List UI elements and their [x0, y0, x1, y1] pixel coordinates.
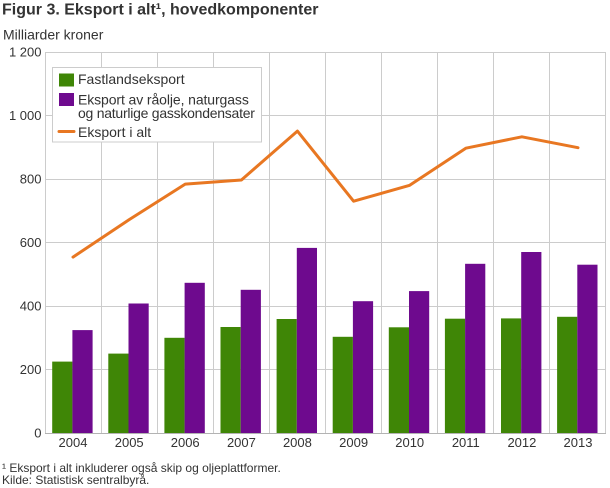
- svg-text:400: 400: [20, 299, 42, 314]
- svg-text:800: 800: [20, 172, 42, 187]
- svg-text:2007: 2007: [227, 435, 256, 450]
- svg-text:2011: 2011: [452, 435, 480, 450]
- svg-text:2006: 2006: [171, 435, 200, 450]
- svg-text:og naturlige gasskondensater: og naturlige gasskondensater: [78, 105, 255, 121]
- svg-text:600: 600: [20, 235, 42, 250]
- svg-text:200: 200: [20, 362, 42, 377]
- svg-text:2008: 2008: [283, 435, 312, 450]
- svg-text:Milliarder kroner: Milliarder kroner: [3, 27, 104, 43]
- svg-text:1 000: 1 000: [9, 108, 42, 123]
- svg-text:2004: 2004: [59, 435, 88, 450]
- svg-text:2010: 2010: [395, 435, 424, 450]
- svg-text:0: 0: [34, 426, 41, 441]
- svg-text:2012: 2012: [507, 435, 536, 450]
- svg-text:1 200: 1 200: [9, 45, 42, 60]
- svg-text:2005: 2005: [115, 435, 144, 450]
- svg-text:2009: 2009: [339, 435, 368, 450]
- svg-text:2013: 2013: [564, 435, 593, 450]
- svg-text:Fastlandseksport: Fastlandseksport: [78, 71, 185, 87]
- svg-text:¹ Eksport i alt inkluderer ogs: ¹ Eksport i alt inkluderer også skip og …: [2, 461, 281, 475]
- svg-text:Eksport i alt: Eksport i alt: [78, 124, 151, 140]
- svg-text:Figur 3. Eksport i alt¹, hoved: Figur 3. Eksport i alt¹, hovedkomponente…: [2, 2, 318, 19]
- svg-text:Eksport av råolje, naturgass: Eksport av råolje, naturgass: [78, 92, 249, 108]
- svg-text:Kilde: Statistisk sentralbyrå.: Kilde: Statistisk sentralbyrå.: [2, 473, 149, 487]
